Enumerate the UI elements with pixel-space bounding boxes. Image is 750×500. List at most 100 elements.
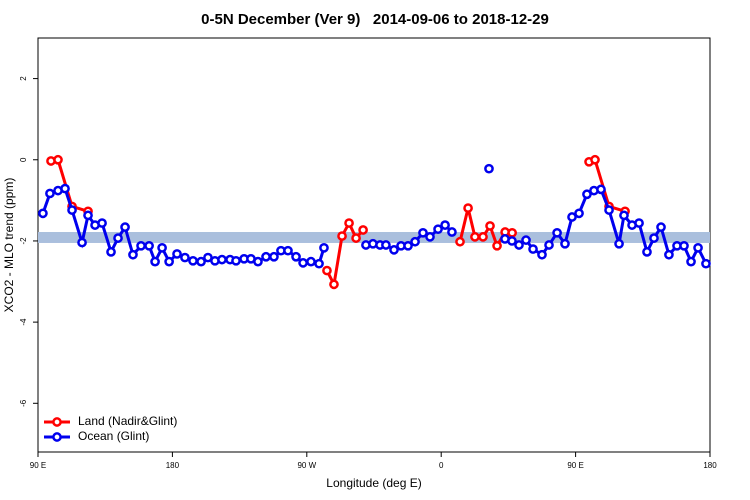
data-point	[136, 240, 146, 251]
data-point	[656, 222, 666, 232]
data-point	[60, 183, 70, 194]
data-point	[389, 245, 399, 255]
x-tick-label: 180	[166, 461, 180, 470]
data-point	[77, 237, 87, 248]
data-point	[150, 256, 160, 267]
y-tick-label: 0	[19, 157, 28, 162]
data-point	[649, 233, 659, 243]
data-point	[38, 208, 48, 219]
x-tick-label: 90 E	[567, 461, 583, 470]
data-point	[269, 251, 279, 262]
data-point	[686, 256, 696, 267]
data-point	[590, 154, 600, 165]
data-point	[440, 220, 450, 230]
data-point	[455, 236, 465, 247]
data-point	[544, 240, 554, 250]
data-point	[196, 256, 206, 267]
data-point	[298, 258, 308, 268]
data-point	[261, 251, 271, 262]
data-point	[507, 227, 517, 238]
data-point	[351, 233, 361, 243]
data-point	[664, 249, 674, 260]
data-point	[425, 232, 435, 242]
series-line	[50, 157, 626, 290]
y-tick-label: -2	[19, 237, 28, 245]
data-point	[344, 218, 354, 228]
data-point	[701, 258, 711, 269]
data-point	[188, 255, 198, 266]
data-point	[314, 258, 324, 269]
chart-title: 0-5N December (Ver 9) 2014-09-06 to 2018…	[201, 11, 549, 28]
data-point	[144, 240, 154, 251]
legend-label: Land (Nadir&Glint)	[78, 414, 177, 428]
data-point	[560, 238, 570, 249]
data-point	[120, 222, 130, 232]
data-point	[97, 218, 107, 228]
data-point	[514, 240, 524, 250]
data-point	[337, 231, 347, 241]
data-point	[319, 242, 329, 253]
data-point	[381, 240, 391, 250]
data-point	[552, 227, 562, 238]
data-point	[83, 210, 93, 221]
y-tick-label: 2	[19, 76, 28, 81]
data-point	[418, 227, 428, 238]
data-point	[433, 224, 443, 235]
x-axis-label: Longitude (deg E)	[326, 476, 421, 490]
data-point	[642, 247, 652, 257]
data-point	[291, 251, 301, 262]
data-point	[521, 235, 531, 245]
data-point	[164, 256, 174, 267]
legend-marker	[52, 417, 62, 427]
legend-marker	[52, 432, 62, 442]
data-point	[53, 154, 63, 165]
data-point	[574, 208, 584, 219]
data-point	[231, 255, 241, 266]
data-point	[485, 221, 495, 231]
data-point	[403, 240, 413, 251]
data-point	[582, 189, 592, 200]
x-tick-label: 180	[703, 461, 717, 470]
data-point	[180, 252, 190, 263]
y-tick-label: -6	[19, 399, 28, 407]
data-point	[478, 232, 488, 242]
data-point	[113, 233, 123, 243]
data-point	[634, 218, 644, 228]
data-point	[679, 240, 689, 251]
data-point	[358, 225, 368, 235]
data-point	[217, 254, 227, 265]
data-point	[283, 245, 293, 256]
data-point	[693, 242, 703, 253]
x-tick-label: 90 W	[297, 461, 316, 470]
data-point	[106, 247, 116, 257]
data-point	[619, 210, 629, 221]
y-axis-label: XCO2 - MLO trend (ppm)	[2, 178, 16, 313]
data-point	[484, 163, 494, 174]
data-point	[507, 236, 517, 246]
data-point	[253, 256, 263, 267]
x-tick-label: 90 E	[30, 461, 46, 470]
data-point	[614, 238, 624, 249]
y-tick-label: -4	[19, 318, 28, 326]
data-point	[537, 249, 547, 260]
data-point	[596, 184, 606, 195]
data-point	[306, 256, 316, 267]
data-point	[157, 242, 167, 253]
data-point	[470, 232, 480, 242]
data-point	[463, 203, 473, 213]
legend-label: Ocean (Glint)	[78, 429, 149, 443]
series-line	[41, 186, 708, 266]
data-point	[128, 249, 138, 260]
plot-frame	[37, 37, 711, 453]
data-point	[567, 212, 577, 222]
data-point	[67, 205, 77, 215]
data-point	[172, 249, 182, 259]
data-point	[604, 205, 614, 215]
data-point	[528, 244, 538, 254]
reference-band	[38, 232, 710, 243]
x-tick-label: 0	[439, 461, 444, 470]
data-point	[45, 188, 55, 199]
data-point	[329, 279, 339, 290]
